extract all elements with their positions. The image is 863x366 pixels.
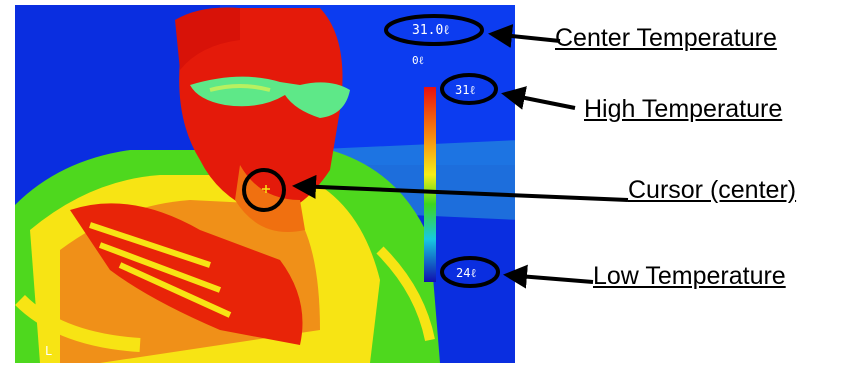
low-temperature-label: Low Temperature xyxy=(593,262,786,290)
arrow-icon xyxy=(503,264,594,289)
arrow-icon xyxy=(501,86,576,110)
center-temp-highlight xyxy=(384,14,484,46)
arrow-icon xyxy=(292,174,629,202)
mode-indicator: L xyxy=(45,344,52,358)
low-temp-readout: 24ℓ xyxy=(456,266,476,280)
center-temp-readout: 31.0ℓ xyxy=(412,23,450,38)
thermal-image xyxy=(15,5,515,363)
arrow-icon xyxy=(488,24,561,48)
high-temp-highlight xyxy=(440,73,498,105)
high-temperature-label: High Temperature xyxy=(584,95,783,123)
high-temp-readout: 31ℓ xyxy=(455,83,475,97)
crosshair-icon xyxy=(262,185,270,193)
temperature-scale-bar xyxy=(424,87,436,282)
cursor-highlight xyxy=(242,168,286,212)
center-temperature-label: Center Temperature xyxy=(555,24,777,52)
low-temp-highlight xyxy=(440,256,500,288)
emissivity-readout: 0ℓ xyxy=(412,54,424,67)
cursor-center-label: Cursor (center) xyxy=(628,176,797,204)
